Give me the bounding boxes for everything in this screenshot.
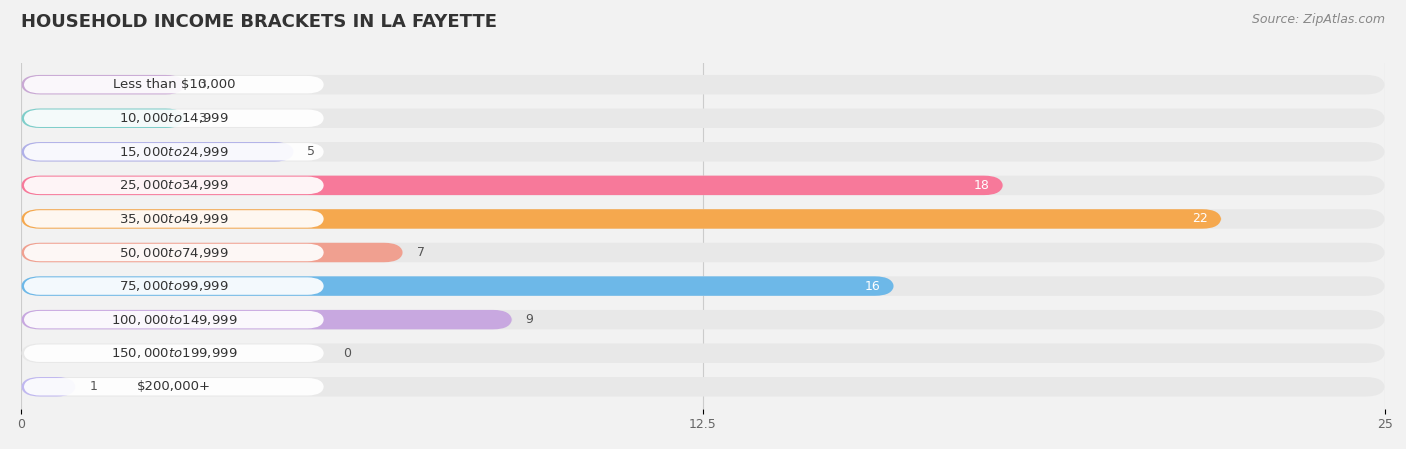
FancyBboxPatch shape	[21, 75, 1385, 94]
Text: 0: 0	[343, 347, 352, 360]
Text: $15,000 to $24,999: $15,000 to $24,999	[120, 145, 229, 159]
Text: 5: 5	[308, 145, 315, 158]
FancyBboxPatch shape	[21, 209, 1222, 229]
FancyBboxPatch shape	[21, 176, 1385, 195]
FancyBboxPatch shape	[21, 377, 1385, 396]
Text: Less than $10,000: Less than $10,000	[112, 78, 235, 91]
FancyBboxPatch shape	[21, 243, 404, 262]
FancyBboxPatch shape	[21, 75, 184, 94]
Text: 3: 3	[198, 112, 207, 125]
FancyBboxPatch shape	[21, 310, 1385, 330]
FancyBboxPatch shape	[24, 143, 323, 161]
Text: 22: 22	[1192, 212, 1208, 225]
FancyBboxPatch shape	[24, 76, 323, 93]
FancyBboxPatch shape	[21, 176, 1002, 195]
FancyBboxPatch shape	[24, 277, 323, 295]
Text: 9: 9	[526, 313, 534, 326]
Text: $10,000 to $14,999: $10,000 to $14,999	[120, 111, 229, 125]
Text: Source: ZipAtlas.com: Source: ZipAtlas.com	[1251, 13, 1385, 26]
FancyBboxPatch shape	[21, 343, 1385, 363]
FancyBboxPatch shape	[21, 276, 1385, 296]
Text: 3: 3	[198, 78, 207, 91]
Text: $50,000 to $74,999: $50,000 to $74,999	[120, 246, 229, 260]
FancyBboxPatch shape	[21, 109, 184, 128]
Text: $25,000 to $34,999: $25,000 to $34,999	[120, 178, 229, 192]
Text: 16: 16	[865, 280, 880, 293]
FancyBboxPatch shape	[24, 110, 323, 127]
FancyBboxPatch shape	[24, 378, 323, 396]
Text: $200,000+: $200,000+	[136, 380, 211, 393]
FancyBboxPatch shape	[24, 176, 323, 194]
FancyBboxPatch shape	[24, 210, 323, 228]
FancyBboxPatch shape	[21, 310, 512, 330]
FancyBboxPatch shape	[21, 142, 1385, 162]
Text: 18: 18	[973, 179, 990, 192]
FancyBboxPatch shape	[21, 377, 76, 396]
Text: $100,000 to $149,999: $100,000 to $149,999	[111, 313, 238, 326]
FancyBboxPatch shape	[24, 311, 323, 328]
Text: 7: 7	[416, 246, 425, 259]
Text: $150,000 to $199,999: $150,000 to $199,999	[111, 346, 238, 360]
FancyBboxPatch shape	[21, 276, 894, 296]
FancyBboxPatch shape	[24, 244, 323, 261]
Text: $35,000 to $49,999: $35,000 to $49,999	[120, 212, 229, 226]
FancyBboxPatch shape	[21, 109, 1385, 128]
Text: 1: 1	[90, 380, 97, 393]
FancyBboxPatch shape	[21, 142, 294, 162]
Text: HOUSEHOLD INCOME BRACKETS IN LA FAYETTE: HOUSEHOLD INCOME BRACKETS IN LA FAYETTE	[21, 13, 498, 31]
FancyBboxPatch shape	[21, 243, 1385, 262]
FancyBboxPatch shape	[21, 209, 1385, 229]
FancyBboxPatch shape	[24, 344, 323, 362]
Text: $75,000 to $99,999: $75,000 to $99,999	[120, 279, 229, 293]
